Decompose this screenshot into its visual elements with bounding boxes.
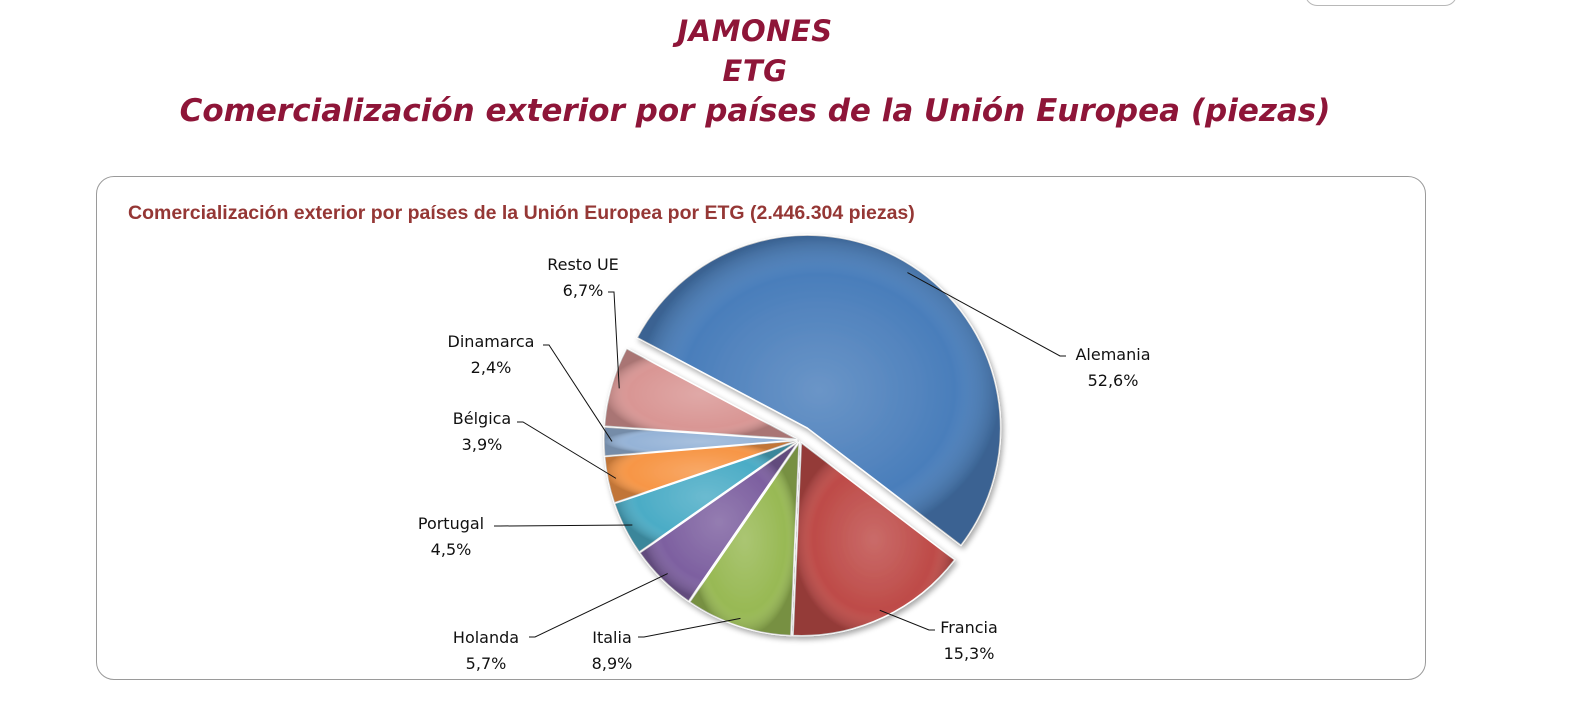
leader-line-alemania bbox=[907, 272, 1066, 357]
leader-line-resto-ue bbox=[608, 291, 620, 389]
leader-line-dinamarca bbox=[543, 344, 613, 442]
slice-value-francia: 15,3% bbox=[944, 644, 995, 663]
leader-line-belgica bbox=[517, 421, 617, 479]
slice-label-dinamarca: Dinamarca bbox=[448, 332, 535, 351]
slice-value-resto-ue: 6,7% bbox=[563, 281, 604, 300]
page-title-line2: ETG bbox=[722, 54, 788, 88]
page-title-line1: JAMONES bbox=[677, 14, 833, 48]
slice-label-portugal: Portugal bbox=[418, 514, 484, 533]
slice-value-portugal: 4,5% bbox=[431, 540, 472, 559]
leader-line-italia bbox=[638, 617, 741, 638]
chart-title: Comercialización exterior por países de … bbox=[128, 202, 915, 224]
slice-label-belgica: Bélgica bbox=[453, 409, 511, 428]
leader-line-holanda bbox=[529, 573, 668, 638]
slice-value-italia: 8,9% bbox=[592, 654, 633, 673]
slice-label-italia: Italia bbox=[592, 628, 632, 647]
slice-label-resto-ue: Resto UE bbox=[547, 255, 619, 274]
leader-line-francia bbox=[879, 609, 935, 631]
slice-label-holanda: Holanda bbox=[453, 628, 519, 647]
slice-value-belgica: 3,9% bbox=[462, 435, 503, 454]
leader-line-portugal bbox=[494, 524, 633, 527]
slice-value-alemania: 52,6% bbox=[1088, 371, 1139, 390]
slice-label-alemania: Alemania bbox=[1075, 345, 1150, 364]
slice-value-holanda: 5,7% bbox=[466, 654, 507, 673]
slice-label-francia: Francia bbox=[940, 618, 998, 637]
page-title-line3: Comercialización exterior por países de … bbox=[179, 93, 1331, 129]
slice-value-dinamarca: 2,4% bbox=[471, 358, 512, 377]
